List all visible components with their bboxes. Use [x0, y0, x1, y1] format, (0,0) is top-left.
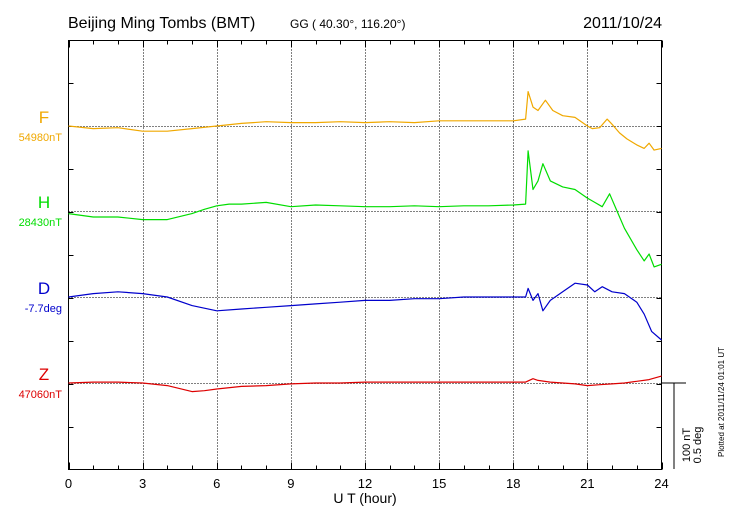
station-title: Beijing Ming Tombs (BMT): [68, 15, 255, 32]
series-name-z: Z: [39, 365, 49, 384]
plot-frame: [68, 40, 662, 470]
series-labels: F 54980nT H 28430nT D -7.7deg Z 47060nT: [19, 108, 63, 401]
chart-date: 2011/10/24: [583, 15, 662, 32]
plotted-timestamp: Plotted at 2011/11/24 01:01 UT: [717, 347, 726, 457]
series-name-f: F: [39, 108, 49, 127]
series-baseline-d: -7.7deg: [25, 303, 62, 315]
x-tick-label: 0: [65, 476, 72, 491]
scale-bar-nt: 100 nT: [681, 428, 693, 463]
y-axis-ticks: [68, 40, 662, 428]
horizontal-grid: [68, 126, 662, 384]
x-tick-label: 15: [432, 476, 446, 491]
series-name-h: H: [38, 193, 50, 212]
x-tick-label: 18: [506, 476, 520, 491]
x-tick-label: 24: [654, 476, 668, 491]
scale-bar: 100 nT 0.5 deg: [662, 382, 704, 469]
x-axis-tick-labels: 0 3 6 9 12 15 18 21 24: [65, 476, 669, 491]
x-tick-label: 21: [580, 476, 594, 491]
series-line-h: [68, 150, 662, 268]
scale-bar-deg: 0.5 deg: [692, 427, 704, 464]
series-line-d: [68, 282, 662, 341]
series-baseline-h: 28430nT: [19, 217, 63, 229]
series-line-f: [68, 90, 662, 151]
x-tick-label: 3: [139, 476, 146, 491]
series-name-d: D: [38, 279, 50, 298]
vertical-grid: [143, 40, 588, 470]
series-line-z: [68, 375, 662, 393]
station-coords: GG ( 40.30°, 116.20°): [290, 17, 405, 31]
series-baseline-f: 54980nT: [19, 132, 63, 144]
x-tick-label: 6: [213, 476, 220, 491]
series-baseline-z: 47060nT: [19, 389, 63, 401]
x-axis-title: U T (hour): [333, 490, 396, 506]
x-axis-ticks: [69, 40, 663, 470]
x-tick-label: 12: [358, 476, 372, 491]
series-lines: [68, 90, 662, 393]
x-tick-label: 9: [287, 476, 294, 491]
